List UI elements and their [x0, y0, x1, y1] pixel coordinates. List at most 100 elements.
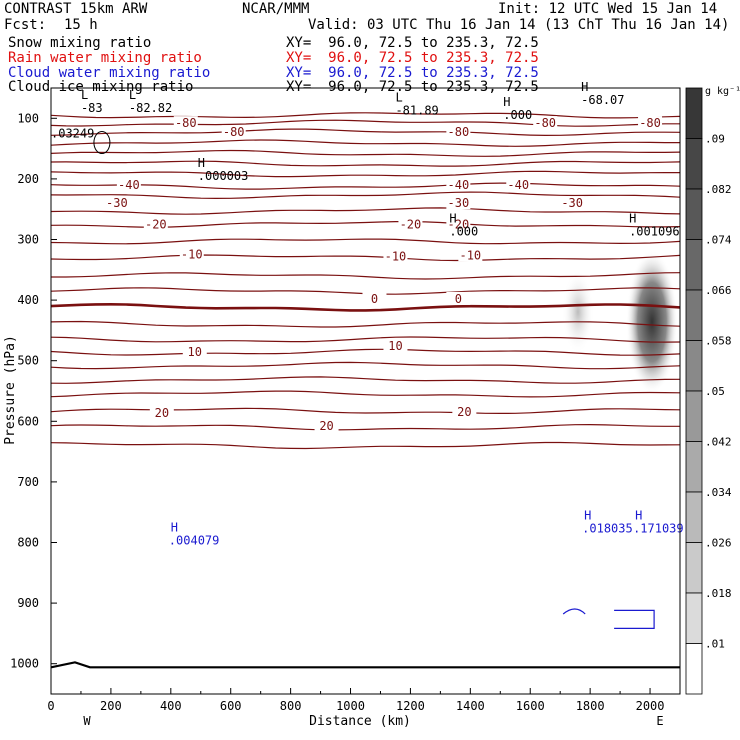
contour-label-bg [383, 339, 408, 353]
valid-time: Valid: 03 UTC Thu 16 Jan 14 (13 ChT Thu … [308, 17, 730, 33]
isotherm-contour [51, 182, 680, 190]
field-snow-name: Snow mixing ratio [8, 35, 152, 51]
colorbar-bin [685, 542, 703, 594]
extremum-marker: H [503, 95, 510, 109]
contour-label: -30 [448, 196, 470, 210]
colorbar-bin [685, 592, 703, 644]
isotherm-contour [51, 254, 680, 262]
contour-label: 0 [371, 292, 378, 306]
contour-label-bg [398, 217, 423, 231]
contour-label-bg [458, 248, 483, 262]
contour-label-bg [638, 116, 663, 130]
contour-label: -80 [223, 125, 245, 139]
contour-label: -30 [106, 196, 128, 210]
contour-label-bg [452, 405, 477, 419]
field-rain-name: Rain water mixing ratio [8, 50, 202, 66]
contour-label: 20 [457, 405, 471, 419]
contour-label: 0 [455, 292, 462, 306]
colorbar-label: .05 [705, 385, 725, 398]
colorbar-bin [685, 340, 703, 392]
contour-label-bg [143, 217, 168, 231]
center-label: NCAR/MMM [242, 1, 310, 17]
isotherm-contour [51, 407, 680, 415]
extremum-marker: H [581, 80, 588, 94]
extremum-value: .001096 [629, 225, 680, 239]
contour-label-bg [560, 196, 585, 210]
contour-label-bg [506, 177, 531, 191]
x-tick-label: 1000 [336, 699, 365, 713]
contour-label-bg [179, 247, 204, 261]
colorbar-label: .034 [705, 486, 732, 499]
contour-label: -10 [459, 248, 481, 262]
field-cloudice-name: Cloud ice mixing ratio [8, 79, 194, 95]
isotherm-contour [51, 191, 680, 200]
x-axis-label: Distance (km) [309, 714, 411, 729]
contour-label: -80 [639, 116, 661, 130]
terrain-line [51, 661, 680, 669]
extremum-marker: H [198, 156, 205, 170]
contour-label-bg [182, 345, 207, 359]
cloud-water-contour [562, 608, 655, 629]
field-cloudice-xy: XY= 96.0, 72.5 to 235.3, 72.5 [286, 79, 539, 95]
extremum-value: -68.07 [581, 93, 624, 107]
y-tick-label: 100 [17, 111, 39, 125]
y-tick-label: 300 [17, 233, 39, 247]
x-tick-label: 1200 [396, 699, 425, 713]
isotherm-contour [51, 128, 680, 137]
isotherm-contour [51, 112, 680, 119]
colorbar-label: .042 [705, 436, 732, 449]
colorbar-label: .058 [705, 335, 732, 348]
isotherm-contour [51, 238, 680, 245]
cloud-water-extremum-value: .018035 [582, 521, 633, 535]
contour-label: 20 [319, 419, 333, 433]
isotherm-contour [51, 207, 680, 215]
colorbar-bin [685, 87, 703, 139]
extremum-value: .000 [449, 225, 478, 239]
extremum-marker: H [629, 212, 636, 226]
isotherm-contour [51, 390, 680, 398]
colorbar-bin [685, 390, 703, 442]
contour-label-bg [446, 125, 471, 139]
extremum-marker: L [129, 88, 136, 102]
contour-label: -20 [448, 217, 470, 231]
contour-label-bg [314, 419, 339, 433]
contour-label: -40 [118, 178, 140, 192]
contour-label: -40 [448, 178, 470, 192]
y-axis-label: Pressure (hPa) [3, 335, 18, 445]
contour-label: -10 [181, 248, 203, 262]
contour-label: -80 [534, 116, 556, 130]
y-tick-label: 500 [17, 354, 39, 368]
y-tick-label: 800 [17, 536, 39, 550]
ice-secondary-shading [562, 270, 594, 354]
contour-label-bg [383, 249, 408, 263]
extremum-value: -81.89 [395, 103, 438, 117]
colorbar-bin [685, 188, 703, 240]
contour-label: 10 [388, 339, 402, 353]
contour-label-bg [446, 196, 471, 210]
y-tick-label: 200 [17, 172, 39, 186]
extremum-marker: L [81, 88, 88, 102]
plot-frame [50, 87, 681, 695]
cloud-water-extremum-marker: H [635, 508, 642, 522]
x-tick-label: 400 [160, 699, 182, 713]
contour-label-bg [362, 291, 387, 305]
colorbar-bin [685, 239, 703, 291]
isotherm-contour [51, 361, 680, 370]
extremum-marker: H [449, 212, 456, 226]
contour-label: 10 [188, 345, 202, 359]
contour-label: -30 [561, 196, 583, 210]
contour-label: -80 [175, 116, 197, 130]
x-tick-label: 800 [280, 699, 302, 713]
isotherm-contour [51, 272, 680, 280]
y-tick-label: 700 [17, 475, 39, 489]
isotherm-contour [51, 160, 680, 167]
colorbar-unit: g kg⁻¹ [705, 86, 740, 97]
extremum-value: .000003 [198, 169, 249, 183]
isotherm-contour [51, 336, 680, 343]
contour-label-bg [116, 177, 141, 191]
field-cloudwater-xy: XY= 96.0, 72.5 to 235.3, 72.5 [286, 65, 539, 81]
contour-label: -80 [448, 125, 470, 139]
colorbar-label: .066 [705, 284, 732, 297]
contour-label-bg [221, 125, 246, 139]
extremum-value: .000 [503, 108, 532, 122]
